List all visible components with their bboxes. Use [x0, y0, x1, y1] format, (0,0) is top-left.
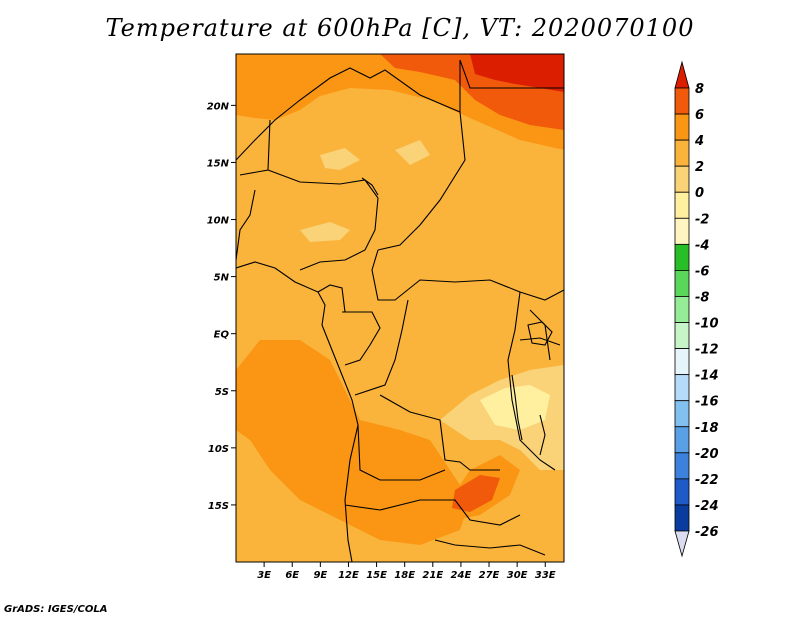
- colorbar-segment: [674, 139, 690, 167]
- border-4: [299, 197, 379, 271]
- colorbar-label: -10: [695, 317, 719, 332]
- colorbar-segment: [674, 243, 690, 271]
- map-frame: [235, 53, 565, 563]
- lon-tick-label: 30E: [507, 570, 528, 581]
- colorbar-label: -6: [695, 264, 709, 279]
- lat-tick-label: 10N: [207, 216, 230, 227]
- border-1: [236, 60, 461, 161]
- colorbar-label: -26: [695, 525, 719, 540]
- lon-tick-label: 12E: [338, 570, 359, 581]
- colorbar-top-arrow: [674, 60, 690, 89]
- colorbar-segment: [674, 87, 690, 115]
- lon-tick-label: 6E: [285, 570, 299, 581]
- temperature-field: [236, 54, 564, 562]
- field-coolest-east: [480, 385, 550, 430]
- colorbar-label: -24: [695, 499, 719, 514]
- lat-tick-label: 10S: [208, 444, 229, 455]
- longitude-axis: 3E 6E 9E 12E 15E 18E 21E 24E 27E 30E 33E: [257, 562, 556, 581]
- lon-tick-label: 33E: [535, 570, 556, 581]
- lake-victoria: [527, 321, 553, 346]
- border-15: [317, 284, 346, 313]
- colorbar-segment: [674, 374, 690, 402]
- lat-tick-label: EQ: [214, 330, 230, 341]
- border-12: [357, 424, 446, 481]
- colorbar-label: -8: [695, 290, 709, 305]
- colorbar-segment: [674, 296, 690, 323]
- lon-tick-label: 3E: [257, 570, 271, 581]
- lon-tick-label: 21E: [422, 570, 443, 581]
- lat-tick-label: 5N: [214, 273, 230, 284]
- colorbar-label: 0: [695, 186, 704, 201]
- grads-credit: GrADS: IGES/COLA: [4, 604, 108, 615]
- lake-chad: [361, 177, 379, 196]
- colorbar-segment: [674, 478, 690, 506]
- border-8: [519, 289, 564, 301]
- border-17: [236, 189, 256, 261]
- border-11: [379, 394, 500, 471]
- lon-tick-label: 18E: [394, 570, 415, 581]
- lon-tick-label: 9E: [313, 570, 327, 581]
- border-10: [354, 299, 409, 396]
- colorbar: 8 6 4 2 0 -2 -4 -6 -8 -10 -12 -14 -16 -18 -20 -22 -24 -26: [674, 60, 719, 558]
- colorbar-label: -12: [695, 343, 719, 358]
- border-13: [344, 499, 521, 526]
- lat-tick-label: 20N: [207, 101, 230, 112]
- field-cool-patch-1: [300, 222, 350, 242]
- chart-title: Temperature at 600hPa [C], VT: 202007010…: [105, 14, 695, 42]
- lon-tick-label: 24E: [451, 570, 472, 581]
- colorbar-label: -14: [695, 369, 719, 384]
- coastline-west: [236, 261, 359, 562]
- lat-tick-label: 15S: [208, 501, 229, 512]
- lake-tanganyika: [511, 374, 523, 441]
- lat-tick-label: 15N: [207, 158, 230, 169]
- field-hottest: [470, 54, 564, 92]
- border-14: [434, 539, 546, 556]
- colorbar-segment: [674, 348, 690, 376]
- colorbar-bottom-arrow: [674, 530, 690, 558]
- colorbar-label: -20: [695, 447, 719, 462]
- colorbar-label: -2: [695, 212, 709, 227]
- colorbar-label: -18: [695, 421, 719, 436]
- colorbar-label: 8: [695, 82, 704, 97]
- lake-malawi: [539, 414, 546, 456]
- field-cool-patch-3: [395, 140, 430, 165]
- latitude-axis: 20N 15N 10N 5N EQ 5S 10S 15S: [207, 101, 236, 512]
- colorbar-label: -16: [695, 395, 719, 410]
- country-borders: [236, 59, 564, 562]
- border-18: [519, 337, 561, 346]
- border-16: [342, 311, 381, 366]
- colorbar-segment: [674, 270, 690, 297]
- lat-tick-label: 5S: [215, 387, 229, 398]
- colorbar-label: 4: [694, 134, 704, 149]
- colorbar-label: 2: [695, 160, 704, 175]
- colorbar-label: -22: [695, 473, 719, 488]
- border-5: [377, 111, 466, 251]
- colorbar-segment: [674, 504, 690, 532]
- colorbar-segment: [674, 113, 690, 141]
- colorbar-segment: [674, 165, 690, 193]
- field-cool-patch-2: [320, 148, 360, 170]
- lon-tick-label: 27E: [479, 570, 500, 581]
- colorbar-segment: [674, 400, 690, 428]
- colorbar-segment: [674, 217, 690, 245]
- colorbar-segment: [674, 452, 690, 480]
- colorbar-segment: [674, 322, 690, 349]
- lon-tick-label: 15E: [366, 570, 387, 581]
- border-9: [507, 291, 556, 471]
- border-3: [267, 169, 379, 199]
- colorbar-label: -4: [695, 238, 709, 253]
- field-hot-south: [452, 475, 500, 512]
- border-6: [371, 249, 521, 301]
- colorbar-segment: [674, 426, 690, 454]
- border-7: [459, 59, 564, 89]
- field-warm-southwest: [236, 340, 470, 545]
- colorbar-segment: [674, 191, 690, 219]
- colorbar-label: 6: [695, 108, 704, 123]
